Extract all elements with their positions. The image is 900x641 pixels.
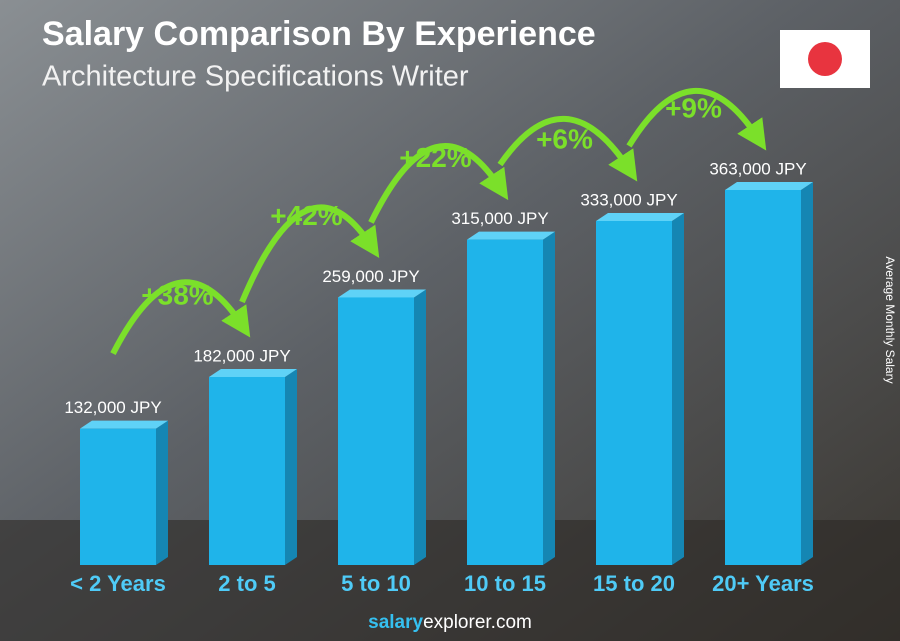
change-label: +6% [536, 123, 593, 154]
x-tick-label: 15 to 20 [593, 571, 675, 596]
chart-title: Salary Comparison By Experience [42, 15, 596, 53]
bar-top [209, 368, 297, 377]
value-label: 132,000 JPY [64, 398, 161, 417]
bar [596, 220, 672, 565]
chart-subtitle: Architecture Specifications Writer [42, 61, 469, 93]
value-label: 182,000 JPY [193, 346, 290, 365]
source-brand: salary [368, 612, 423, 633]
value-label: 363,000 JPY [709, 159, 806, 178]
change-arrow [497, 115, 638, 182]
x-tick-label: < 2 Years [70, 571, 166, 596]
flag-sun [808, 42, 842, 76]
bar [80, 428, 156, 565]
bar-side [672, 212, 684, 565]
change-label: +38% [141, 279, 213, 310]
bar [725, 190, 801, 565]
y-axis-label: Average Monthly Salary [883, 256, 897, 383]
change-label: +9% [665, 92, 722, 123]
bar [338, 297, 414, 565]
value-label: 333,000 JPY [580, 190, 677, 209]
bar-side [543, 231, 555, 565]
bar-top [596, 212, 684, 221]
bar [209, 376, 285, 565]
x-tick-label: 2 to 5 [218, 571, 275, 596]
x-tick-label: 10 to 15 [464, 571, 546, 596]
bar-side [801, 182, 813, 565]
change-label: +42% [270, 200, 342, 231]
change-label: +22% [399, 142, 471, 173]
bar-side [285, 368, 297, 565]
value-label: 315,000 JPY [451, 209, 548, 228]
value-label: 259,000 JPY [322, 267, 419, 286]
source: salaryexplorer.com [368, 612, 532, 633]
change-arrow [110, 279, 251, 355]
source-domain: explorer.com [423, 612, 532, 633]
change-arrow [626, 87, 767, 151]
change-arrow [368, 143, 509, 224]
x-tick-label: 20+ Years [712, 571, 814, 596]
bar-top [338, 289, 426, 298]
x-tick-label: 5 to 10 [341, 571, 411, 596]
bar-top [467, 231, 555, 240]
bar-side [156, 420, 168, 565]
bar-top [725, 182, 813, 190]
bar-side [414, 289, 426, 565]
bar [467, 239, 543, 565]
change-arrow [239, 204, 380, 304]
bar-top [80, 420, 168, 429]
